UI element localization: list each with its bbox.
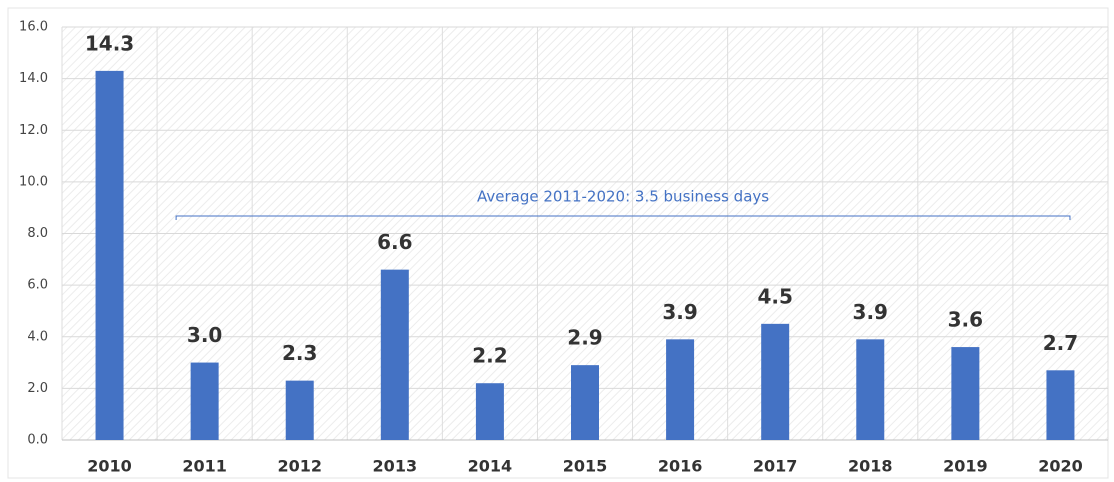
y-tick-label: 2.0 (27, 381, 48, 396)
value-label: 14.3 (85, 31, 134, 55)
bar (95, 70, 124, 440)
y-tick-label: 10.0 (19, 174, 48, 189)
value-label: 3.9 (853, 300, 888, 324)
x-tick-label: 2013 (373, 457, 418, 476)
bar (475, 383, 504, 440)
bar (190, 362, 219, 440)
y-tick-label: 6.0 (27, 278, 48, 293)
value-label: 3.6 (948, 308, 983, 332)
value-label: 6.6 (377, 230, 412, 254)
value-label: 3.9 (662, 300, 697, 324)
y-tick-label: 8.0 (27, 226, 48, 241)
y-tick-label: 4.0 (27, 329, 48, 344)
x-tick-label: 2010 (87, 457, 132, 476)
bar (951, 347, 980, 440)
y-tick-label: 14.0 (19, 71, 48, 86)
value-label: 2.7 (1043, 331, 1078, 355)
bar (571, 365, 599, 440)
x-tick-label: 2018 (848, 457, 893, 476)
value-label: 2.9 (567, 326, 602, 350)
x-tick-label: 2019 (943, 457, 988, 476)
annotation-bracket (175, 215, 1071, 220)
y-tick-label: 12.0 (19, 123, 48, 138)
bar (1046, 370, 1075, 440)
y-tick-label: 0.0 (27, 433, 48, 448)
x-tick-label: 2017 (753, 457, 798, 476)
x-tick-label: 2016 (658, 457, 703, 476)
x-tick-label: 2012 (277, 457, 322, 476)
bar (666, 339, 695, 440)
x-tick-label: 2014 (468, 457, 513, 476)
x-tick-label: 2011 (182, 457, 227, 476)
x-tick-label: 2015 (563, 457, 608, 476)
bar (380, 269, 409, 440)
value-label: 3.0 (187, 323, 222, 347)
bar (761, 323, 790, 440)
value-label: 2.3 (282, 341, 317, 365)
x-tick-label: 2020 (1038, 457, 1083, 476)
bar (856, 339, 885, 440)
bar (285, 380, 314, 440)
annotation: Average 2011-2020: 3.5 business days (477, 188, 769, 206)
y-tick-label: 16.0 (19, 20, 48, 35)
value-label: 4.5 (757, 284, 792, 308)
value-label: 2.2 (472, 344, 507, 368)
